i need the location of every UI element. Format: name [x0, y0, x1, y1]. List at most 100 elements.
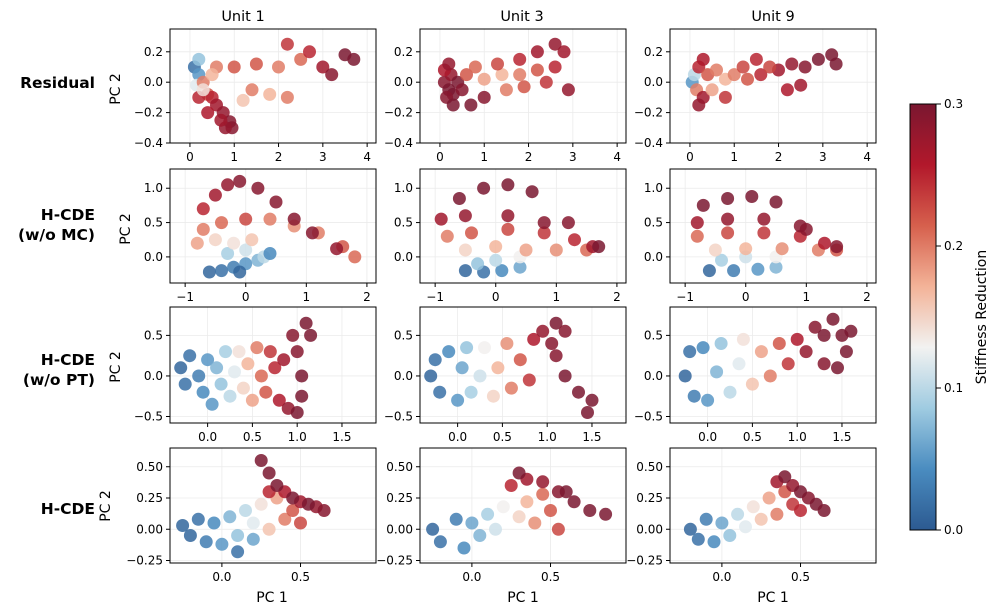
scatter-point: [489, 522, 502, 536]
scatter-point: [286, 328, 300, 342]
scatter-point: [221, 178, 235, 192]
scatter-point: [262, 522, 276, 536]
x-tick-label: 0.5: [743, 430, 762, 444]
scatter-points: [434, 178, 606, 279]
scatter-point: [236, 381, 250, 395]
scatter-point: [191, 512, 205, 526]
scatter-panel: 0.0 0.5 −0.25 0.00 0.25 0.50: [376, 447, 627, 584]
scatter-point: [239, 243, 253, 257]
scatter-point: [530, 63, 544, 77]
scatter-panel: 0.0 0.5 1.0 1.5 −0.5 0.0 0.5: [384, 306, 627, 444]
x-tick-label: 1.0: [538, 430, 557, 444]
scatter-point: [739, 520, 752, 534]
x-tick-label: 2: [613, 290, 621, 304]
scatter-point: [464, 385, 478, 399]
x-tick-label: 1: [553, 290, 561, 304]
scatter-point: [727, 68, 741, 82]
axes-frame: [669, 306, 877, 424]
xlabel-unit-1: PC 1: [256, 590, 288, 606]
scatter-point: [496, 500, 510, 514]
scatter-point: [330, 242, 344, 256]
scatter-point: [817, 357, 831, 371]
x-tick-label: 2: [363, 290, 371, 304]
y-tick-label: 0.0: [394, 250, 413, 264]
scatter-point: [736, 332, 750, 346]
scatter-panel: 0 1 2 3 4 −0.4 −0.2 0.0 0.2: [384, 28, 627, 164]
scatter-points: [174, 316, 318, 419]
scatter-point: [272, 393, 286, 407]
scatter-point: [452, 192, 466, 205]
scatter-point: [513, 68, 527, 82]
scatter-point: [269, 195, 283, 209]
scatter-point: [305, 226, 319, 240]
scatter-point: [794, 78, 808, 92]
scatter-point: [678, 369, 692, 383]
scatter-point: [347, 52, 361, 66]
scatter-point: [325, 68, 339, 82]
scatter-point: [799, 345, 813, 359]
scatter-point: [455, 361, 469, 375]
xlabel-unit-3: PC 1: [507, 590, 539, 606]
y-tick-label: −0.2: [634, 106, 663, 120]
scatter-point: [754, 345, 768, 359]
y-tick-label: 0.0: [144, 369, 163, 383]
scatter-point: [572, 385, 585, 399]
scatter-point: [477, 181, 491, 195]
scatter-point: [794, 504, 807, 517]
scatter-point: [504, 381, 518, 395]
scatter-point: [715, 253, 728, 267]
scatter-point: [696, 341, 710, 355]
scatter-points: [690, 190, 844, 278]
scatter-point: [433, 385, 447, 399]
scatter-point: [301, 497, 315, 511]
scatter-point: [491, 57, 504, 71]
x-tick-label: 1.5: [582, 430, 601, 444]
scatter-points: [685, 48, 843, 112]
y-tick-label: −0.25: [376, 554, 413, 568]
colorbar-gradient-bar: [909, 103, 937, 531]
scatter-point: [714, 337, 728, 350]
scatter-point: [537, 216, 551, 230]
y-tick-label: −0.5: [384, 410, 413, 424]
scatter-point: [741, 72, 754, 86]
row-label-hcde-wo-pt-line1: H-CDE: [41, 351, 95, 369]
y-tick-label: −0.2: [134, 106, 163, 120]
scatter-point: [739, 242, 753, 256]
scatter-point: [190, 236, 204, 250]
x-tick-label: 4: [613, 150, 621, 164]
scatter-point: [458, 209, 472, 223]
scatter-point: [721, 226, 735, 240]
scatter-point: [207, 516, 221, 530]
scatter-point: [683, 522, 697, 536]
scatter-point: [426, 522, 440, 536]
scatter-point: [442, 57, 456, 71]
scatter-point: [830, 240, 844, 254]
axes-frame: [419, 306, 627, 424]
y-tick-label: 0.5: [644, 328, 663, 342]
scatter-point: [201, 353, 215, 367]
scatter-point: [520, 495, 534, 509]
scatter-point: [504, 479, 518, 492]
scatter-point: [561, 83, 575, 97]
scatter-panel: 0.0 0.5 1.0 1.5 −0.5 0.0 0.5: [134, 306, 377, 444]
scatter-point: [746, 500, 760, 514]
scatter-point: [270, 479, 284, 492]
x-tick-label: 3: [569, 150, 577, 164]
scatter-point: [221, 247, 235, 260]
scatter-point: [690, 216, 704, 230]
scatter-points: [187, 37, 361, 135]
scatter-point: [214, 377, 228, 391]
scatter-panel: −1 0 1 2 0.0 0.5 1.0: [394, 168, 627, 304]
scatter-point: [751, 262, 765, 276]
scatter-point: [348, 250, 362, 264]
scatter-panel: −1 0 1 2 0.0 0.5 1.0: [644, 168, 877, 304]
scatter-point: [278, 512, 292, 526]
x-tick-label: 0.5: [541, 570, 560, 584]
x-tick-label: 0.0: [448, 430, 467, 444]
scatter-point: [272, 60, 285, 74]
scatter-point: [818, 236, 831, 250]
scatter-point: [770, 507, 784, 521]
scatter-point: [769, 260, 783, 274]
scatter-point: [775, 242, 789, 256]
scatter-point: [280, 37, 294, 51]
